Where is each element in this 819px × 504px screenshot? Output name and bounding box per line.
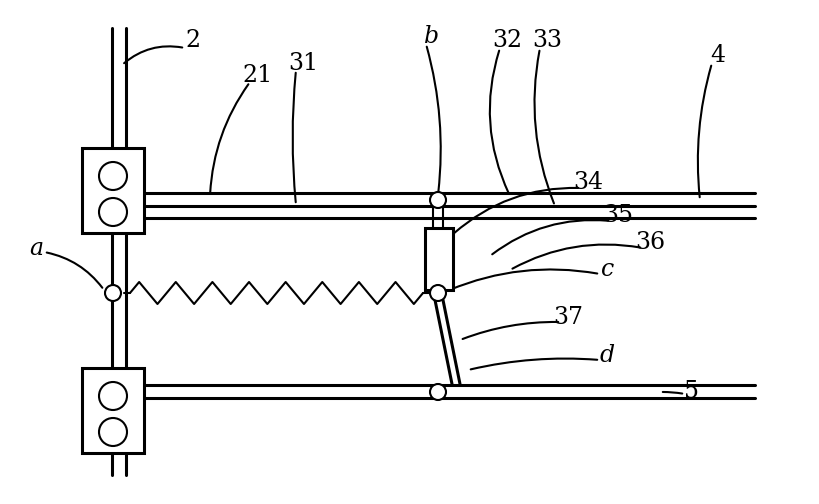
Text: 31: 31 [287,51,318,75]
Text: 36: 36 [634,230,664,254]
Text: 33: 33 [532,29,561,51]
Circle shape [429,285,446,301]
Text: b: b [424,25,439,47]
Text: c: c [600,259,614,282]
Bar [82,148,144,233]
Text: a: a [29,236,43,260]
Circle shape [429,192,446,208]
Circle shape [99,198,127,226]
Text: 37: 37 [552,306,582,330]
Circle shape [99,418,127,446]
Text: 32: 32 [491,29,522,51]
Bar [82,368,144,453]
Text: 2: 2 [185,29,201,51]
Text: 4: 4 [709,43,725,67]
Circle shape [99,382,127,410]
Circle shape [429,384,446,400]
Text: 34: 34 [572,170,602,194]
Circle shape [99,162,127,190]
Text: 5: 5 [684,381,699,404]
Text: d: d [599,345,613,367]
Bar [424,228,452,290]
Text: 21: 21 [242,64,273,87]
Circle shape [105,285,121,301]
Text: 35: 35 [602,204,632,226]
